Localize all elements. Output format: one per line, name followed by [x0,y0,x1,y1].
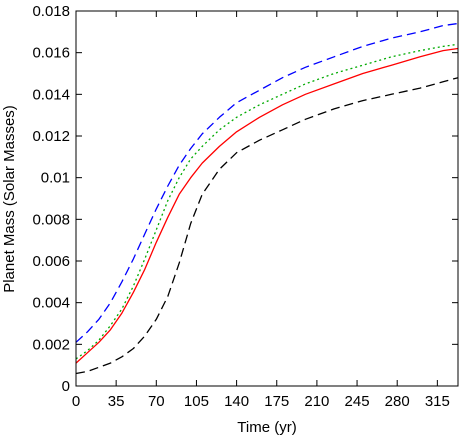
x-tick-label: 175 [264,393,289,410]
y-tick-label: 0.002 [32,336,70,353]
y-tick-label: 0.018 [32,3,70,20]
x-tick-label: 210 [304,393,329,410]
x-tick-label: 140 [224,393,249,410]
plot-frame [75,10,459,387]
x-tick-label: 0 [72,393,80,410]
y-axis-title: Planet Mass (Solar Masses) [1,105,18,293]
series-line-3 [75,47,459,364]
x-tick-label: 315 [425,393,450,410]
y-tick-label: 0.012 [32,128,70,145]
x-tick-label: 105 [184,393,209,410]
x-tick-label: 280 [385,393,410,410]
y-tick-label: 0 [62,378,70,395]
series-line-1 [75,22,459,343]
x-axis-title: Time (yr) [237,419,296,436]
x-tick-label: 70 [148,393,165,410]
y-tick-label: 0.01 [41,170,70,187]
y-tick-label: 0.008 [32,211,70,228]
y-tick-label: 0.016 [32,45,70,62]
y-tick-label: 0.014 [32,86,70,103]
x-tick-label: 35 [108,393,125,410]
y-tick-label: 0.004 [32,295,70,312]
tick-layer: 0 35 70 105 140 175 210 245 280 315 0 0.002 0.004 0.0… [32,3,458,410]
series-line-4 [75,77,459,375]
series-layer [75,22,459,375]
y-tick-label: 0.006 [32,253,70,270]
series-line-2 [75,43,459,360]
x-tick-label: 245 [345,393,370,410]
